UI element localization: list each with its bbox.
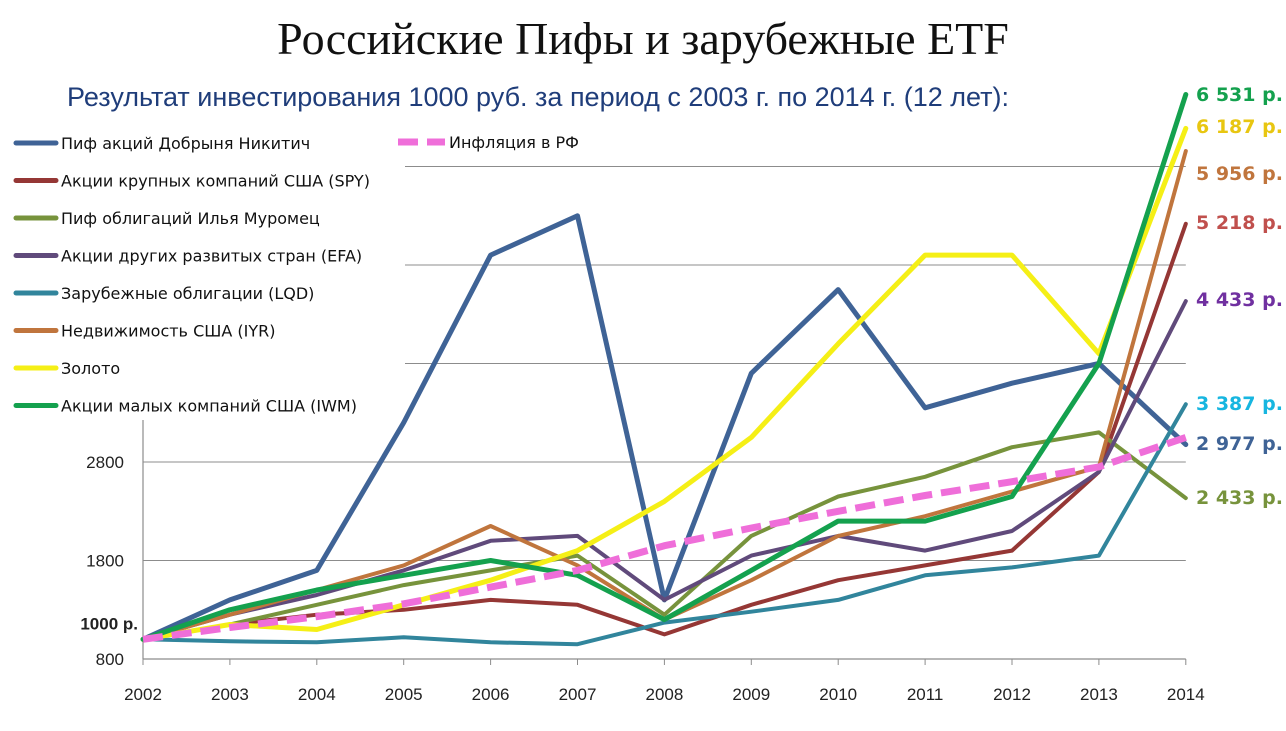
chart-subtitle: Результат инвестирования 1000 руб. за пе…: [67, 82, 1009, 112]
end-value-label: 5 218 р.: [1196, 212, 1283, 234]
end-value-label: 6 531 р.: [1196, 84, 1283, 106]
end-value-label: 4 433 р.: [1196, 289, 1283, 311]
legend-label: Акции крупных компаний США (SPY): [61, 172, 370, 191]
y-tick-label: 2800: [86, 453, 124, 472]
legend-label: Золото: [61, 359, 120, 378]
series-line: [141, 430, 1188, 642]
legend-label: Акции других развитых стран (EFA): [61, 247, 362, 266]
end-labels: 2 977 р. 5 218 р. 2 433 р. 4 433 р. 3 387 р.…: [1196, 84, 1283, 509]
legend: Пиф акций Добрыня Никитич Акции крупных к…: [13, 133, 579, 416]
x-tick-label: 2013: [1080, 685, 1118, 704]
x-tick-label: 2010: [819, 685, 857, 704]
x-tick-label: 2008: [645, 685, 683, 704]
y-tick-label: 800: [96, 650, 124, 669]
x-tick-label: 2007: [559, 685, 597, 704]
series-line: [140, 213, 1189, 642]
x-tick-label: 2003: [211, 685, 249, 704]
x-tick-label: 2009: [732, 685, 770, 704]
legend-label: Зарубежные облигации (LQD): [61, 284, 314, 303]
series-line: [141, 402, 1188, 647]
legend-label: Акции малых компаний США (IWM): [61, 397, 357, 416]
legend-label: Пиф акций Добрыня Никитич: [61, 134, 310, 153]
gridlines: [143, 166, 1186, 561]
x-tick-label: 2004: [298, 685, 336, 704]
x-tick-label: 2011: [907, 685, 944, 704]
x-tick-label: 2002: [124, 685, 162, 704]
legend-label: Инфляция в РФ: [449, 133, 579, 152]
x-tick-label: 2014: [1167, 685, 1205, 704]
series-lines: [140, 92, 1189, 647]
series-line: [140, 92, 1189, 642]
x-tick-label: 2012: [993, 685, 1031, 704]
series-line: [142, 434, 1187, 643]
start-value-label: 1000 р.: [80, 614, 138, 633]
chart-title: Российские Пифы и зарубежные ETF: [277, 13, 1009, 64]
end-value-label: 5 956 р.: [1196, 163, 1283, 185]
x-tick-label: 2005: [385, 685, 423, 704]
end-value-label: 6 187 р.: [1196, 116, 1283, 138]
y-tick-label: 1800: [86, 552, 124, 571]
x-tick-label: 2006: [472, 685, 510, 704]
legend-label: Недвижимость США (IYR): [61, 322, 275, 341]
end-value-label: 2 977 р.: [1196, 433, 1283, 455]
series-line: [140, 125, 1189, 642]
end-value-label: 2 433 р.: [1196, 487, 1283, 509]
end-value-label: 3 387 р.: [1196, 393, 1283, 415]
axes: 2002 2003 2004 2005 2006 2007 2008 2009 2010 2011…: [80, 420, 1205, 704]
series-line: [141, 299, 1188, 642]
legend-label: Пиф облигаций Илья Муромец: [61, 209, 320, 228]
